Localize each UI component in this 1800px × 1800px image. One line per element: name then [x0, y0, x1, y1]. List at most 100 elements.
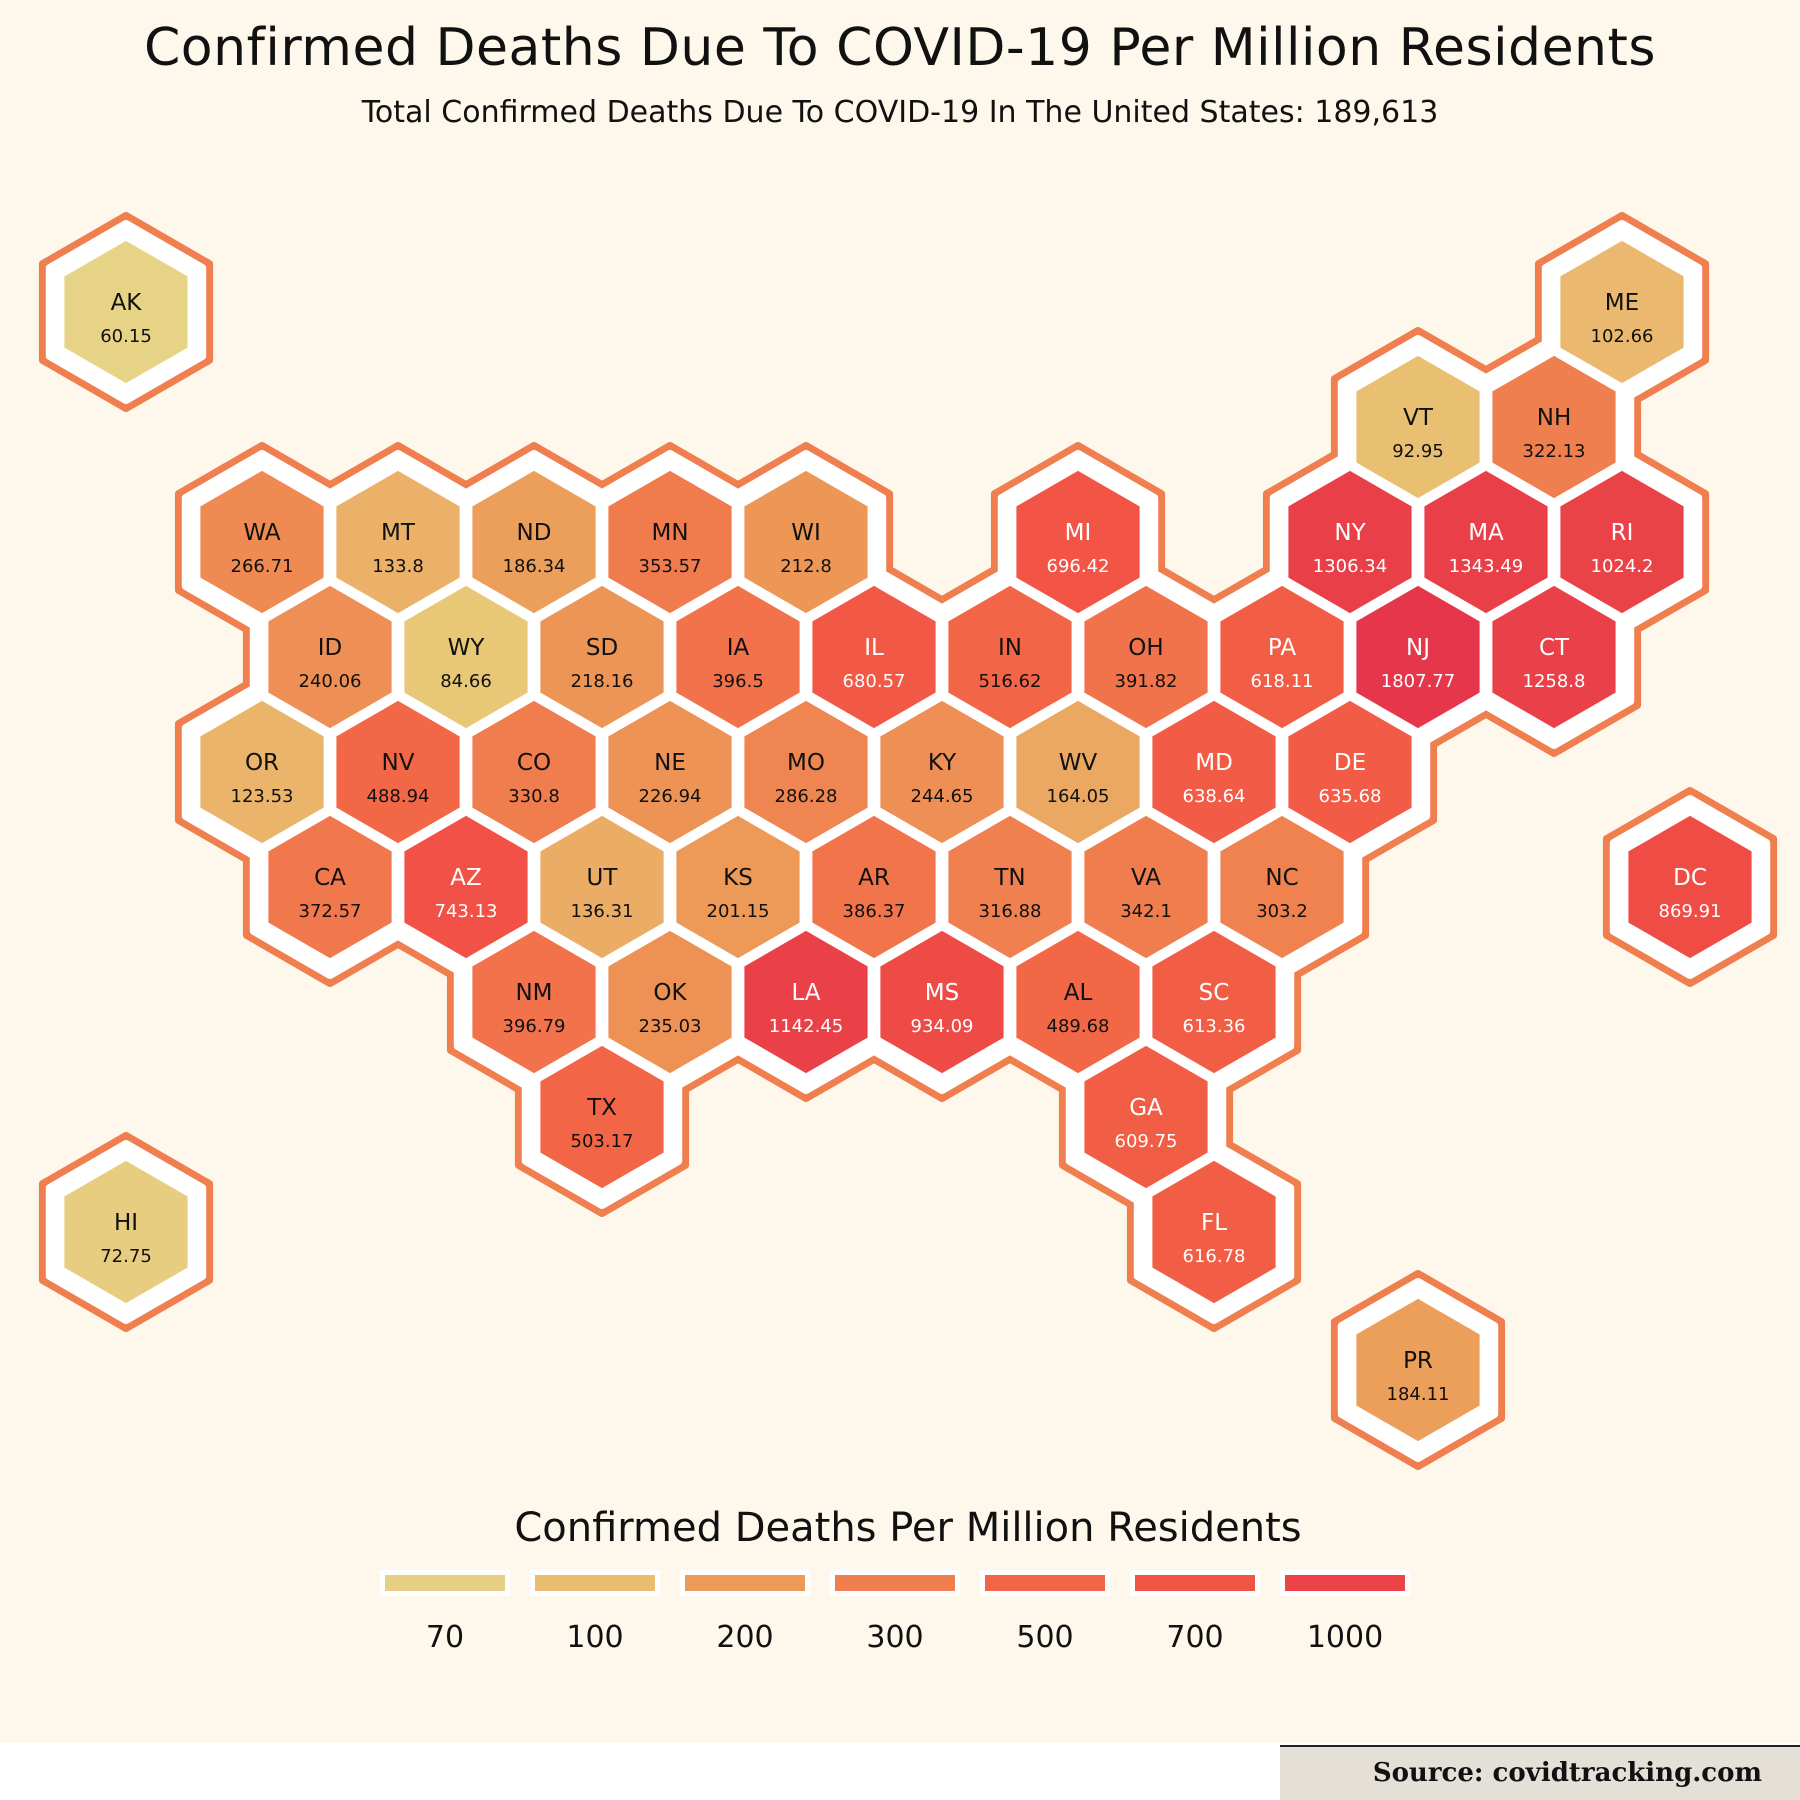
state-tile-nv: NV 488.94 [331, 695, 465, 849]
state-value: 396.79 [503, 1016, 566, 1037]
state-abbr: AL [1064, 980, 1093, 1006]
state-value: 240.06 [299, 671, 362, 692]
state-hex [739, 925, 873, 1079]
legend-swatch [530, 1570, 660, 1596]
state-abbr: PR [1403, 1348, 1433, 1374]
state-value: 72.75 [100, 1246, 152, 1267]
state-tile-ok: OK 235.03 [603, 925, 737, 1079]
state-hex [1011, 465, 1145, 619]
state-tile-pr: PR 184.11 [1351, 1293, 1485, 1447]
state-abbr: AZ [450, 865, 482, 891]
state-hex [875, 925, 1009, 1079]
state-value: 184.11 [1387, 1384, 1450, 1405]
state-abbr: DC [1673, 865, 1707, 891]
legend-label: 100 [566, 1620, 624, 1655]
state-tile-vt: VT 92.95 [1351, 350, 1485, 504]
state-abbr: MI [1065, 520, 1092, 546]
state-value: 516.62 [979, 671, 1042, 692]
state-value: 1024.2 [1591, 556, 1654, 577]
state-abbr: MO [787, 750, 825, 776]
state-abbr: VA [1131, 865, 1161, 891]
state-abbr: NJ [1406, 635, 1430, 661]
state-tile-al: AL 489.68 [1011, 925, 1145, 1079]
state-abbr: DE [1334, 750, 1366, 776]
state-value: 92.95 [1392, 441, 1444, 462]
state-value: 616.78 [1183, 1246, 1246, 1267]
state-tile-dc: DC 869.91 [1623, 810, 1757, 964]
state-abbr: KY [928, 750, 957, 776]
state-tile-ga: GA 609.75 [1079, 1040, 1213, 1194]
state-hex [1147, 695, 1281, 849]
state-hex [943, 810, 1077, 964]
state-hex [603, 465, 737, 619]
state-abbr: ME [1605, 290, 1639, 316]
state-value: 934.09 [911, 1016, 974, 1037]
state-tile-mo: MO 286.28 [739, 695, 873, 849]
state-hex [1283, 695, 1417, 849]
state-tile-va: VA 342.1 [1079, 810, 1213, 964]
hex-tile-map: AK 60.15 ME 102.66 VT 92.95 NH 322.13 WA 266.71 MT… [38, 212, 1778, 1470]
state-abbr: PA [1268, 635, 1296, 661]
legend-label: 1000 [1306, 1620, 1384, 1655]
state-hex [1487, 350, 1621, 504]
state-value: 235.03 [639, 1016, 702, 1037]
state-hex [535, 580, 669, 734]
state-abbr: NM [515, 980, 552, 1006]
state-tile-sc: SC 613.36 [1147, 925, 1281, 1079]
state-tile-mt: MT 133.8 [331, 465, 465, 619]
source-credit: Source: covidtracking.com [1280, 1745, 1800, 1800]
state-tile-ms: MS 934.09 [875, 925, 1009, 1079]
state-abbr: CO [517, 750, 551, 776]
state-value: 342.1 [1120, 901, 1172, 922]
state-value: 186.34 [503, 556, 566, 577]
state-tile-ny: NY 1306.34 [1283, 465, 1417, 619]
state-hex [263, 810, 397, 964]
state-abbr: NC [1265, 865, 1298, 891]
state-tile-nj: NJ 1807.77 [1351, 580, 1485, 734]
state-value: 212.8 [780, 556, 832, 577]
legend-swatch [1130, 1570, 1260, 1596]
state-hex [807, 580, 941, 734]
state-abbr: KS [723, 865, 753, 891]
state-tile-de: DE 635.68 [1283, 695, 1417, 849]
state-abbr: IL [864, 635, 884, 661]
state-tile-wa: WA 266.71 [195, 465, 329, 619]
state-abbr: WA [243, 520, 280, 546]
state-value: 372.57 [299, 901, 362, 922]
legend-title: Confirmed Deaths Per Million Residents [514, 1505, 1302, 1551]
state-abbr: MD [1195, 750, 1233, 776]
state-value: 136.31 [571, 901, 634, 922]
state-hex [195, 695, 329, 849]
state-hex [1555, 235, 1689, 389]
state-hex [1555, 465, 1689, 619]
state-value: 201.15 [707, 901, 770, 922]
legend-label: 200 [716, 1620, 774, 1655]
state-abbr: MS [925, 980, 959, 1006]
state-abbr: LA [791, 980, 820, 1006]
state-abbr: NV [382, 750, 415, 776]
state-value: 353.57 [639, 556, 702, 577]
state-hex [1419, 465, 1553, 619]
state-value: 488.94 [367, 786, 430, 807]
state-tile-ak: AK 60.15 [59, 235, 193, 389]
state-hex [739, 465, 873, 619]
state-tile-me: ME 102.66 [1555, 235, 1689, 389]
state-hex [875, 695, 1009, 849]
state-abbr: TX [586, 1095, 617, 1121]
state-abbr: NY [1334, 520, 1366, 546]
legend-swatch [830, 1570, 960, 1596]
state-tile-la: LA 1142.45 [739, 925, 873, 1079]
state-hex [59, 235, 193, 389]
state-tile-fl: FL 616.78 [1147, 1155, 1281, 1309]
state-abbr: NE [654, 750, 686, 776]
state-abbr: HI [114, 1210, 138, 1236]
state-hex [1079, 810, 1213, 964]
state-value: 1258.8 [1523, 671, 1586, 692]
state-hex [331, 695, 465, 849]
state-hex [1623, 810, 1757, 964]
state-abbr: CT [1539, 635, 1570, 661]
state-value: 613.36 [1183, 1016, 1246, 1037]
state-tile-sd: SD 218.16 [535, 580, 669, 734]
state-tile-ks: KS 201.15 [671, 810, 805, 964]
map-subtitle: Total Confirmed Deaths Due To COVID-19 I… [361, 95, 1439, 130]
